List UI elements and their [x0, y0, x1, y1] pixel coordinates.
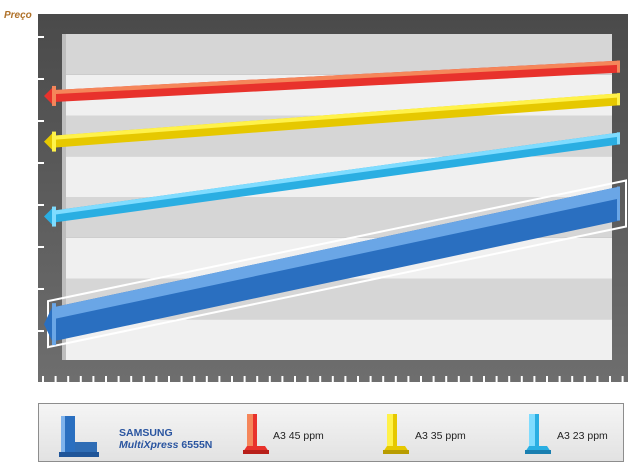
x-tick	[596, 376, 599, 382]
legend-samsung-model-number: 6555N	[178, 439, 213, 451]
series-highlight	[54, 186, 620, 320]
yellow-bar-icon	[383, 414, 409, 454]
y-tick	[38, 288, 44, 290]
chart-legend: SAMSUNG MultiXpress 6555N A3 45 ppm A3 3…	[38, 403, 624, 462]
x-tick	[281, 376, 284, 382]
series-right-face	[617, 132, 620, 145]
x-tick	[294, 376, 296, 382]
plot-inner-edge	[62, 34, 66, 360]
series-left-cap	[44, 206, 54, 227]
x-tick	[218, 376, 221, 382]
legend-item-a3-45: A3 45 ppm	[239, 404, 379, 463]
series-left-face	[52, 131, 56, 152]
x-tick	[155, 376, 158, 382]
x-tick	[344, 376, 347, 382]
x-tick	[331, 376, 334, 382]
y-tick	[38, 120, 44, 122]
legend-label-a3-23: A3 23 ppm	[557, 430, 608, 442]
series-line	[44, 132, 620, 227]
x-tick	[205, 376, 208, 382]
y-tick	[38, 246, 44, 248]
y-tick	[38, 36, 44, 38]
x-tick	[445, 376, 448, 382]
x-tick	[495, 376, 498, 382]
x-tick	[508, 376, 511, 382]
legend-samsung-model: MultiXpress	[119, 439, 179, 451]
axis-ticks	[38, 36, 624, 382]
series-right-face	[617, 186, 620, 221]
x-tick	[243, 376, 246, 382]
samsung-blue-bar-icon	[59, 416, 99, 457]
x-tick	[558, 376, 561, 382]
x-tick	[256, 376, 259, 382]
series-highlight	[54, 93, 620, 140]
x-tick	[42, 376, 44, 382]
x-tick	[231, 376, 233, 382]
x-tick	[420, 376, 422, 382]
x-tick	[470, 376, 473, 382]
x-tick	[394, 376, 397, 382]
x-tick	[382, 376, 385, 382]
series-left-cap	[44, 85, 54, 106]
x-tick	[609, 376, 611, 382]
series-left-face	[52, 303, 56, 346]
x-tick	[130, 376, 133, 382]
x-tick	[142, 376, 145, 382]
series-left-cap	[44, 303, 54, 346]
series-highlight	[54, 132, 620, 215]
x-tick	[319, 376, 322, 382]
blue-bar-icon	[525, 414, 551, 454]
series-left-face	[52, 85, 56, 106]
series-lines	[44, 60, 627, 349]
series-left-cap	[44, 131, 54, 152]
legend-item-a3-35: A3 35 ppm	[379, 404, 519, 463]
x-tick	[168, 376, 170, 382]
x-tick	[369, 376, 372, 382]
red-bar-icon	[243, 414, 269, 454]
x-tick	[457, 376, 460, 382]
grid-band	[62, 319, 612, 360]
series-right-face	[617, 60, 620, 73]
x-tick	[117, 376, 120, 382]
x-tick	[520, 376, 523, 382]
series-right-face	[617, 93, 620, 106]
x-tick	[67, 376, 70, 382]
x-tick	[621, 376, 624, 382]
x-tick	[268, 376, 271, 382]
x-tick	[357, 376, 359, 382]
x-tick	[54, 376, 57, 382]
series-line	[44, 60, 620, 106]
x-tick	[571, 376, 574, 382]
legend-samsung-brand: SAMSUNG	[119, 427, 173, 439]
y-tick	[38, 162, 44, 164]
series-left-face	[52, 206, 56, 227]
legend-item-a3-23: A3 23 ppm	[521, 404, 625, 463]
x-tick	[79, 376, 82, 382]
x-tick	[583, 376, 586, 382]
y-axis-label: Preço	[4, 10, 32, 21]
x-tick	[193, 376, 196, 382]
price-trend-chart	[38, 14, 628, 382]
x-tick	[306, 376, 309, 382]
x-tick	[105, 376, 107, 382]
x-tick	[432, 376, 435, 382]
x-tick	[533, 376, 536, 382]
legend-item-samsung: SAMSUNG MultiXpress 6555N	[53, 404, 253, 463]
x-tick	[92, 376, 95, 382]
x-tick	[407, 376, 410, 382]
series-line	[44, 179, 627, 349]
series-line	[44, 93, 620, 152]
legend-label-a3-45: A3 45 ppm	[273, 430, 324, 442]
y-tick	[38, 78, 44, 80]
y-tick	[38, 330, 44, 332]
x-tick	[483, 376, 485, 382]
x-tick	[180, 376, 183, 382]
legend-label-a3-35: A3 35 ppm	[415, 430, 466, 442]
x-tick	[546, 376, 548, 382]
y-tick	[38, 204, 44, 206]
series-highlight	[54, 60, 620, 95]
